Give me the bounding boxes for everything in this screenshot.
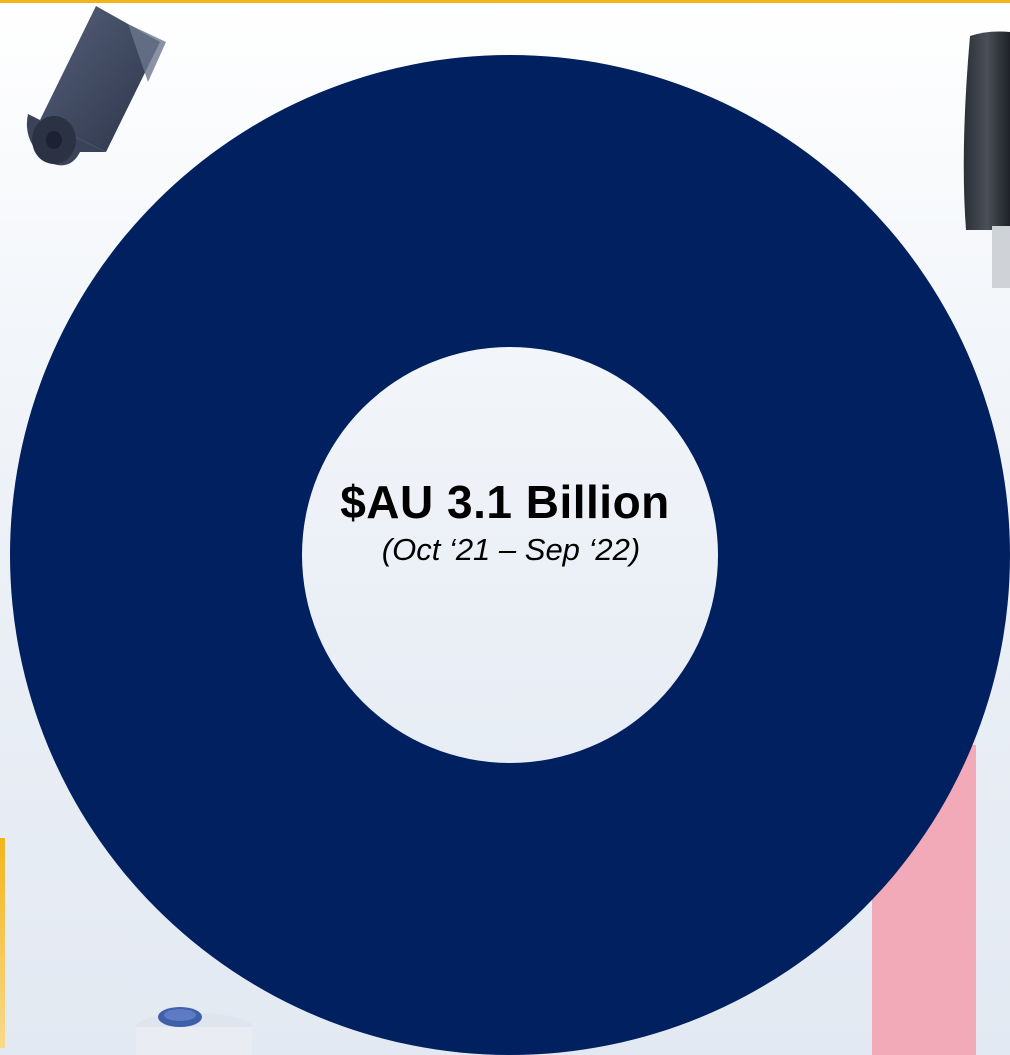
paper-towel-dispenser-image [963,31,1010,288]
top-accent-line [0,0,1010,3]
left-accent-bar [0,838,5,1048]
market-period: (Oct ‘21 – Sep ‘22) [381,532,641,567]
donut-ring [10,55,1010,1055]
market-summary: $AU 3.1 Billion (Oct ‘21 – Sep ‘22) [300,470,710,570]
cleaning-bottle-image [136,1007,252,1055]
market-total: $AU 3.1 Billion [340,476,670,528]
bin-liner-roll-image [26,6,166,166]
